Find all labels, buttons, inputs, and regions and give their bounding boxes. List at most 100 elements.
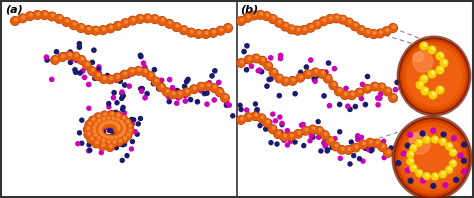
Ellipse shape xyxy=(394,118,470,198)
Circle shape xyxy=(254,102,257,106)
Circle shape xyxy=(105,73,109,78)
Circle shape xyxy=(92,27,100,34)
Circle shape xyxy=(384,149,392,157)
Circle shape xyxy=(111,112,113,115)
Circle shape xyxy=(193,89,197,93)
Circle shape xyxy=(118,23,120,26)
Circle shape xyxy=(107,76,114,83)
Circle shape xyxy=(106,75,114,84)
Circle shape xyxy=(128,68,136,76)
Circle shape xyxy=(166,95,171,99)
Circle shape xyxy=(348,91,356,99)
Circle shape xyxy=(126,127,134,135)
Circle shape xyxy=(446,166,453,173)
Circle shape xyxy=(119,128,128,136)
Circle shape xyxy=(123,83,127,87)
Circle shape xyxy=(52,14,54,17)
Circle shape xyxy=(280,121,284,125)
Circle shape xyxy=(237,59,245,67)
Circle shape xyxy=(139,89,144,93)
Circle shape xyxy=(111,137,113,139)
Circle shape xyxy=(431,173,439,180)
Circle shape xyxy=(436,52,444,60)
Circle shape xyxy=(410,152,412,155)
Circle shape xyxy=(317,22,319,25)
Circle shape xyxy=(416,170,422,177)
Circle shape xyxy=(70,21,77,29)
Circle shape xyxy=(392,95,395,98)
Circle shape xyxy=(114,110,118,114)
Circle shape xyxy=(258,124,262,128)
Circle shape xyxy=(212,98,216,102)
Circle shape xyxy=(120,129,127,135)
Circle shape xyxy=(435,137,437,140)
Circle shape xyxy=(97,67,101,71)
Circle shape xyxy=(121,136,128,143)
Circle shape xyxy=(84,126,91,133)
Circle shape xyxy=(198,31,201,34)
Circle shape xyxy=(428,70,436,78)
Circle shape xyxy=(81,57,84,60)
Circle shape xyxy=(305,128,308,131)
Circle shape xyxy=(389,94,397,102)
Circle shape xyxy=(98,122,105,129)
Circle shape xyxy=(33,11,42,19)
Circle shape xyxy=(155,79,158,82)
Circle shape xyxy=(11,17,19,25)
Circle shape xyxy=(51,56,59,64)
Circle shape xyxy=(169,21,172,24)
Circle shape xyxy=(431,136,439,143)
Circle shape xyxy=(259,57,266,64)
Circle shape xyxy=(423,136,430,143)
Circle shape xyxy=(333,137,337,141)
Circle shape xyxy=(335,144,338,147)
Circle shape xyxy=(344,86,348,90)
Circle shape xyxy=(368,140,372,144)
Circle shape xyxy=(88,67,96,75)
Circle shape xyxy=(275,18,283,27)
Circle shape xyxy=(40,11,49,19)
Circle shape xyxy=(461,158,466,163)
Circle shape xyxy=(18,14,27,23)
Circle shape xyxy=(419,83,422,85)
Circle shape xyxy=(364,85,371,92)
Circle shape xyxy=(100,133,108,141)
Circle shape xyxy=(443,183,448,188)
Circle shape xyxy=(205,91,209,95)
Circle shape xyxy=(258,56,266,65)
Circle shape xyxy=(231,114,235,118)
Circle shape xyxy=(171,86,174,90)
Circle shape xyxy=(161,85,164,88)
Circle shape xyxy=(326,137,335,145)
Circle shape xyxy=(106,24,115,33)
Circle shape xyxy=(273,70,276,73)
Circle shape xyxy=(264,62,273,70)
Circle shape xyxy=(407,151,414,158)
Circle shape xyxy=(440,59,448,67)
Circle shape xyxy=(426,138,428,140)
Circle shape xyxy=(313,21,321,28)
Circle shape xyxy=(410,144,417,152)
Circle shape xyxy=(169,91,177,98)
Circle shape xyxy=(270,69,277,76)
Circle shape xyxy=(103,120,110,127)
Circle shape xyxy=(92,140,100,147)
Circle shape xyxy=(274,130,283,138)
Circle shape xyxy=(367,30,370,33)
Circle shape xyxy=(131,69,134,72)
Circle shape xyxy=(462,169,466,174)
Circle shape xyxy=(250,12,258,19)
Circle shape xyxy=(204,82,211,90)
Circle shape xyxy=(189,98,192,102)
Circle shape xyxy=(113,22,122,30)
Circle shape xyxy=(321,131,328,139)
Circle shape xyxy=(413,146,416,148)
Circle shape xyxy=(97,131,101,135)
Circle shape xyxy=(453,161,455,164)
Circle shape xyxy=(306,23,315,32)
Circle shape xyxy=(382,145,385,148)
Circle shape xyxy=(113,123,120,130)
Circle shape xyxy=(208,84,210,86)
Circle shape xyxy=(141,68,149,76)
Circle shape xyxy=(187,29,195,36)
